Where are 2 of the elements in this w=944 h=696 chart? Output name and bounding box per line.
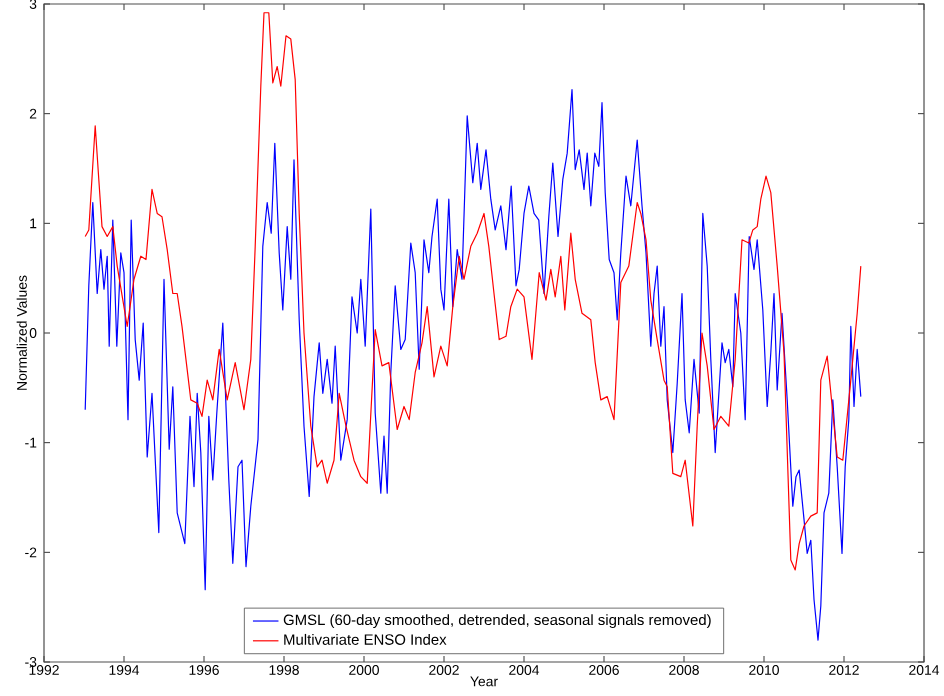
- line-series: [84, 12, 862, 571]
- line-series: [84, 88, 862, 641]
